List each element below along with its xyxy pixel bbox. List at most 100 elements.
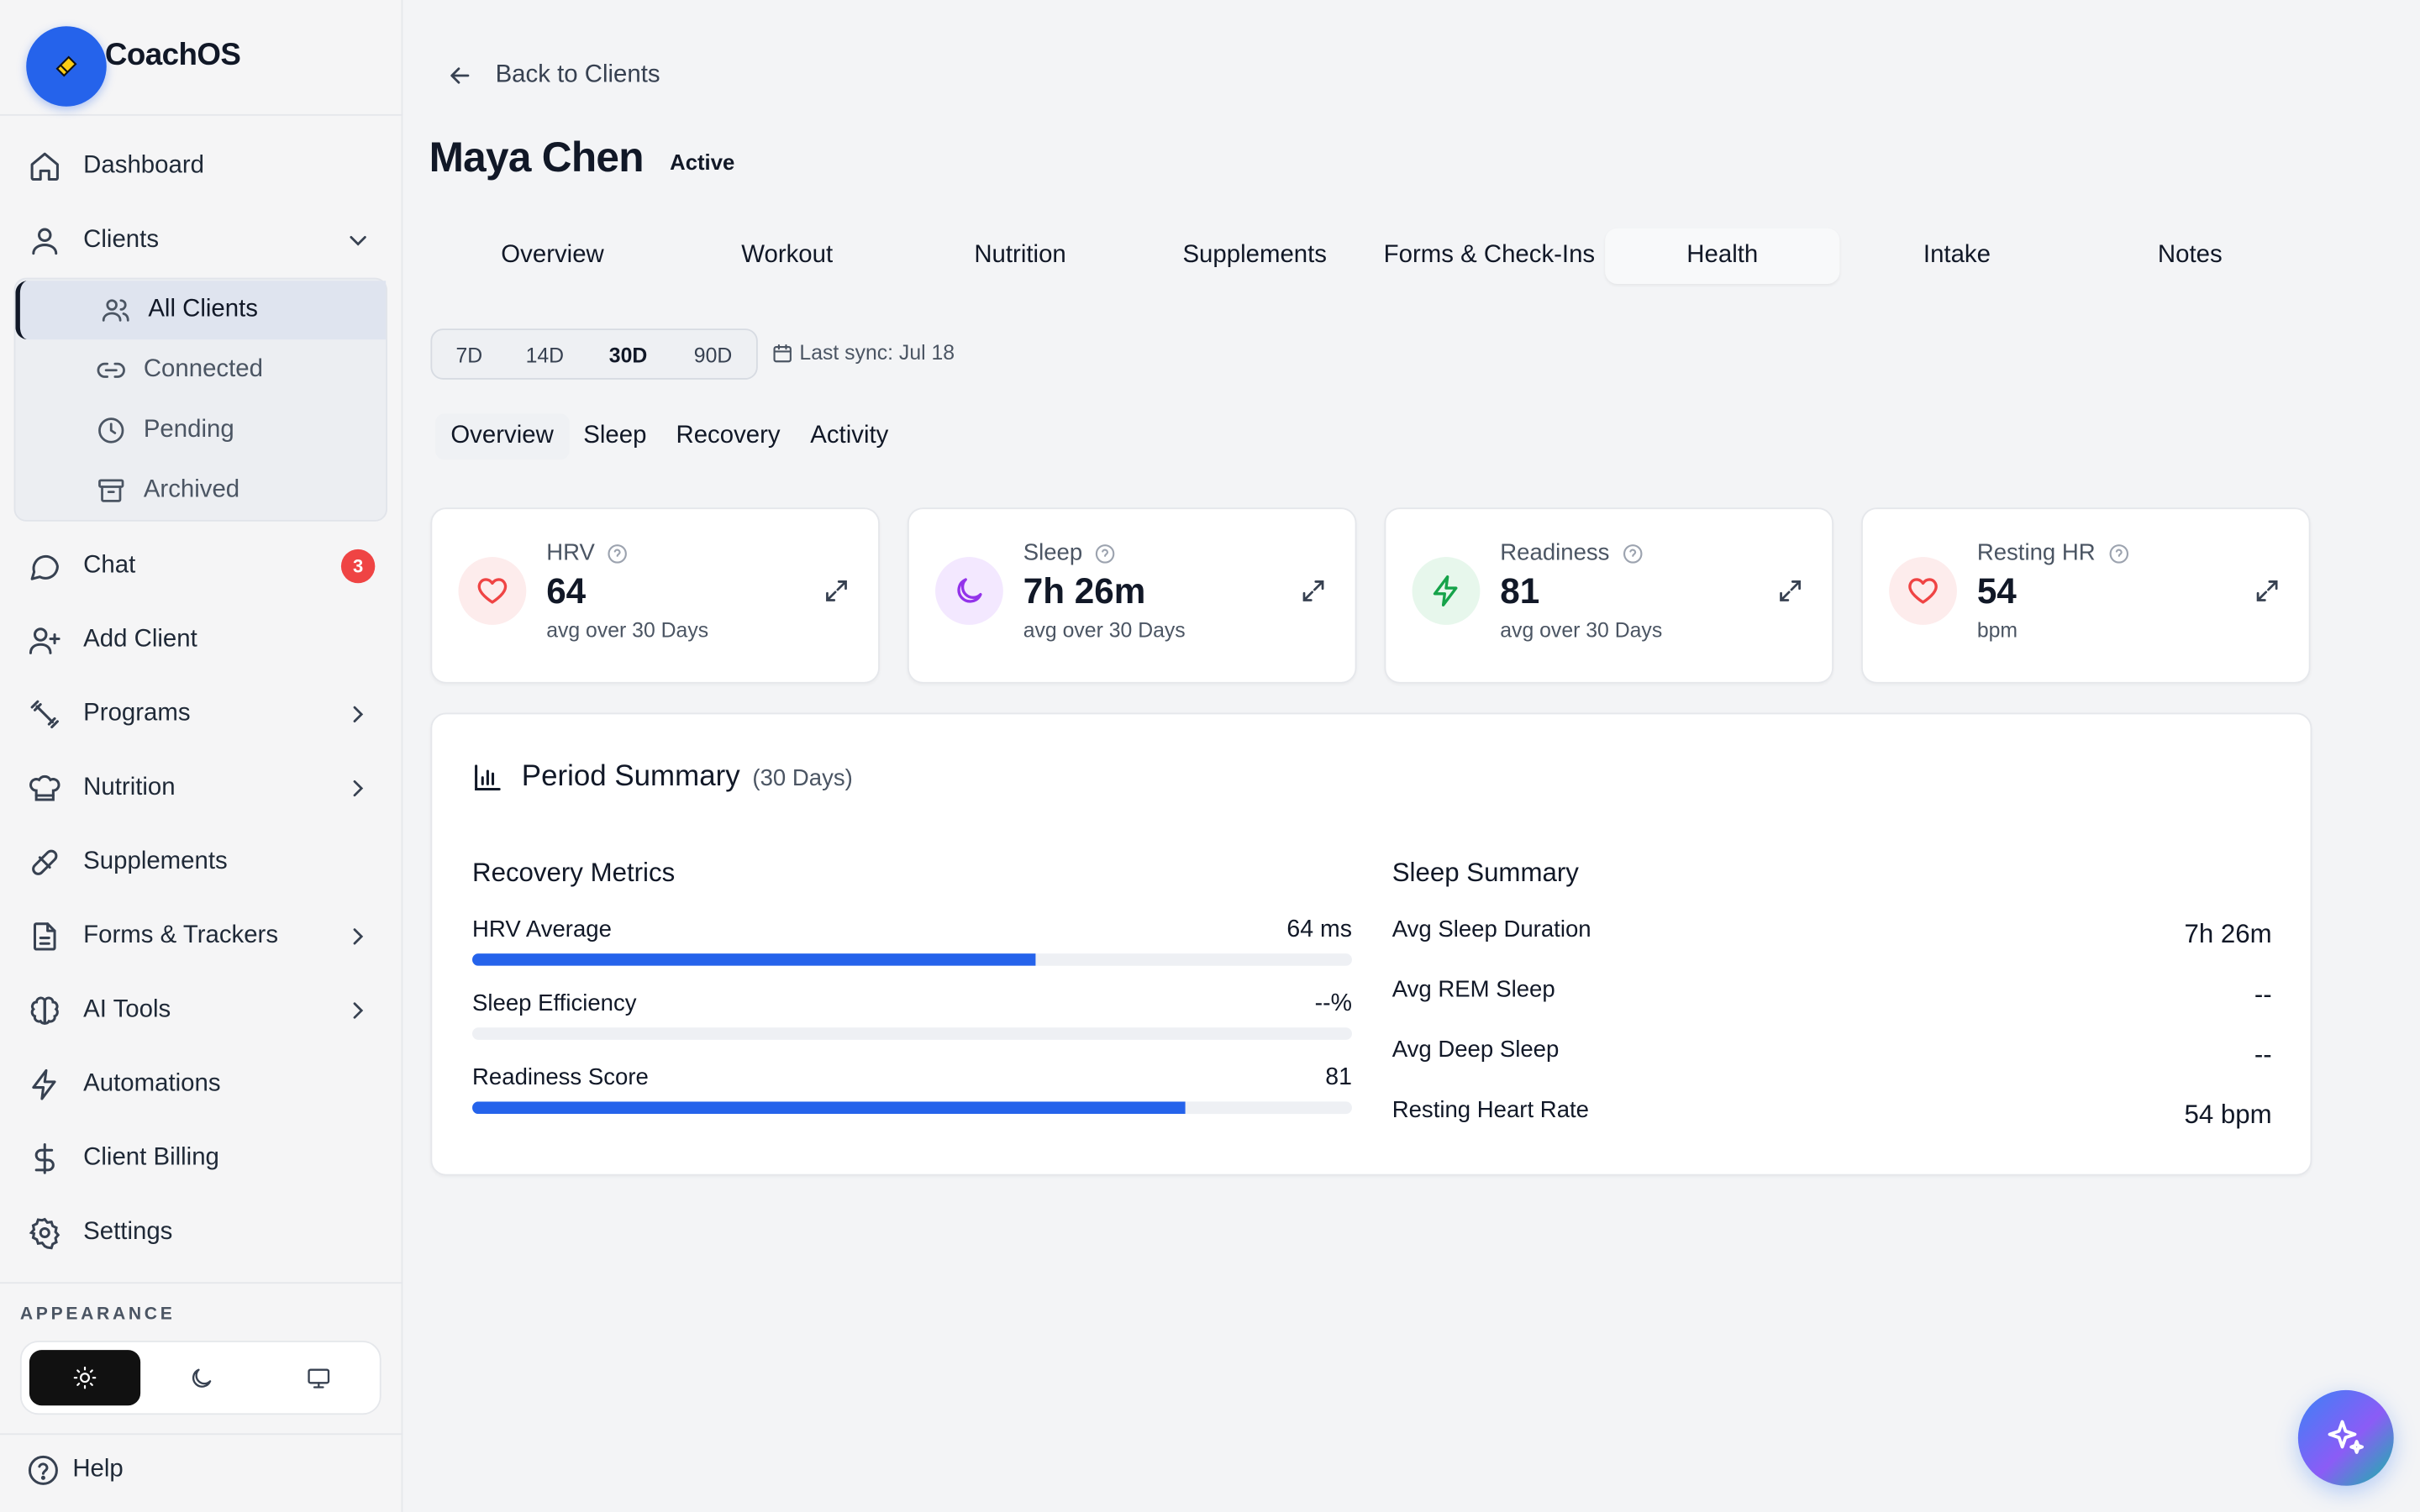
tab-health[interactable]: Health	[1605, 228, 1840, 284]
subtab-activity[interactable]: Activity	[810, 423, 889, 449]
sidebar-item-settings[interactable]: Settings	[13, 1202, 391, 1263]
chevron-right-icon[interactable]	[345, 774, 372, 802]
tab-supplements[interactable]: Supplements	[1182, 242, 1327, 269]
back-to-clients-link[interactable]: Back to Clients	[446, 61, 660, 89]
sidebar-item-chat[interactable]: Chat 3	[13, 535, 391, 596]
sidebar-item-supplements[interactable]: Supplements	[13, 832, 391, 893]
page-title: Maya Chen	[429, 134, 644, 181]
tab-nutrition[interactable]: Nutrition	[974, 242, 1066, 269]
progress-track	[472, 1101, 1352, 1115]
sidebar-item-label: Supplements	[83, 848, 228, 875]
subtab-overview[interactable]: Overview	[434, 413, 570, 460]
card-title-text: Readiness	[1500, 539, 1610, 567]
tab-intake[interactable]: Intake	[1923, 242, 1991, 269]
brand-header: CoachOS	[0, 0, 403, 116]
subtab-recovery[interactable]: Recovery	[676, 423, 781, 449]
card-title-text: Sleep	[1023, 539, 1083, 567]
sidebar-item-nutrition[interactable]: Nutrition	[13, 758, 391, 819]
tab-overview[interactable]: Overview	[501, 242, 604, 269]
sub-item-label: Connected	[143, 356, 263, 383]
readiness-card[interactable]: Readiness 81 avg over 30 Days	[1384, 507, 1833, 684]
progress-fill	[472, 1101, 1186, 1115]
sleep-row: Avg Deep Sleep --	[1392, 1037, 2272, 1083]
sleep-card[interactable]: Sleep 7h 26m avg over 30 Days	[907, 507, 1357, 684]
chevron-right-icon[interactable]	[345, 997, 372, 1025]
sun-icon	[72, 1365, 97, 1389]
dark-theme-button[interactable]	[145, 1350, 256, 1405]
sleep-row-value: --	[2254, 1039, 2272, 1069]
sleep-summary-title: Sleep Summary	[1392, 858, 1579, 888]
sidebar-item-automations[interactable]: Automations	[13, 1053, 391, 1115]
sidebar-item-ai-tools[interactable]: AI Tools	[13, 979, 391, 1041]
range-14d-button[interactable]: 14D	[525, 343, 565, 367]
unread-badge: 3	[340, 549, 376, 584]
metric-value: --%	[1314, 990, 1352, 1017]
expand-icon[interactable]	[1776, 577, 1804, 605]
lightning-icon	[1412, 557, 1481, 625]
heart-icon	[1889, 557, 1957, 625]
info-icon[interactable]	[1622, 543, 1644, 564]
info-icon[interactable]	[2107, 543, 2129, 564]
sidebar-item-label: Add Client	[83, 626, 197, 653]
card-title: Readiness	[1500, 540, 1644, 566]
chevron-right-icon[interactable]	[345, 701, 372, 728]
clients-subnav: All Clients Connected Pending Archived	[13, 277, 388, 522]
card-subtext: avg over 30 Days	[546, 618, 709, 643]
sidebar-item-label: Settings	[83, 1218, 173, 1246]
moon-icon	[187, 1365, 213, 1391]
tab-notes[interactable]: Notes	[2157, 242, 2223, 269]
last-sync: Last sync: Jul 18	[771, 341, 955, 364]
sleep-row-value: --	[2254, 979, 2272, 1010]
sidebar-item-dashboard[interactable]: Dashboard	[13, 136, 391, 197]
metric-value: 64 ms	[1286, 916, 1352, 943]
sidebar-item-connected[interactable]: Connected	[15, 341, 386, 400]
sub-item-label: Archived	[143, 476, 240, 503]
expand-icon[interactable]	[1300, 577, 1328, 605]
expand-icon[interactable]	[2254, 577, 2281, 605]
sidebar-item-programs[interactable]: Programs	[13, 684, 391, 745]
tab-forms-check-ins[interactable]: Forms & Check-Ins	[1383, 242, 1596, 269]
sleep-row-value: 7h 26m	[2184, 919, 2272, 949]
sidebar-item-all-clients[interactable]: All Clients	[15, 281, 387, 340]
heart-icon	[458, 557, 527, 625]
chevron-right-icon[interactable]	[345, 922, 372, 950]
light-theme-button[interactable]	[29, 1350, 141, 1406]
progress-track	[472, 953, 1352, 966]
progress-track	[472, 1027, 1352, 1040]
help-link[interactable]: Help	[26, 1453, 124, 1487]
sidebar-item-archived[interactable]: Archived	[15, 461, 386, 520]
hrv-card[interactable]: HRV 64 avg over 30 Days	[430, 507, 880, 684]
ai-assistant-button[interactable]	[2297, 1389, 2394, 1486]
range-30d-button[interactable]: 30D	[608, 343, 648, 367]
gear-icon	[28, 1215, 61, 1250]
sidebar-item-pending[interactable]: Pending	[15, 402, 386, 460]
card-subtext: avg over 30 Days	[1023, 618, 1186, 643]
card-value: 64	[546, 570, 587, 612]
chevron-down-icon[interactable]	[345, 227, 372, 255]
recovery-metrics-title: Recovery Metrics	[472, 858, 676, 888]
info-icon[interactable]	[608, 543, 629, 564]
sidebar-item-client-billing[interactable]: Client Billing	[13, 1128, 391, 1189]
sidebar-item-add-client[interactable]: Add Client	[13, 609, 391, 670]
status-badge: Active	[657, 143, 748, 181]
period-summary-card: Period Summary (30 Days) Recovery Metric…	[430, 712, 2312, 1176]
resting-hr-card[interactable]: Resting HR 54 bpm	[1861, 507, 2311, 684]
sidebar-item-label: AI Tools	[83, 996, 171, 1023]
info-icon[interactable]	[1095, 543, 1117, 564]
sidebar-item-label: Chat	[83, 552, 136, 579]
theme-toggle	[19, 1341, 381, 1415]
archive-icon	[96, 475, 127, 507]
logo-icon[interactable]	[26, 26, 107, 107]
chef-hat-icon	[28, 771, 61, 805]
range-7d-button[interactable]: 7D	[455, 343, 483, 367]
card-title: Sleep	[1023, 540, 1117, 566]
subtab-sleep[interactable]: Sleep	[583, 423, 647, 449]
system-theme-button[interactable]	[262, 1350, 373, 1405]
tab-workout[interactable]: Workout	[741, 242, 834, 269]
sidebar-item-forms-trackers[interactable]: Forms & Trackers	[13, 906, 391, 967]
divider	[0, 1433, 403, 1436]
expand-icon[interactable]	[823, 577, 850, 605]
sidebar-item-label: Automations	[83, 1070, 221, 1097]
range-90d-button[interactable]: 90D	[693, 343, 733, 367]
sidebar-item-clients[interactable]: Clients	[13, 210, 391, 271]
